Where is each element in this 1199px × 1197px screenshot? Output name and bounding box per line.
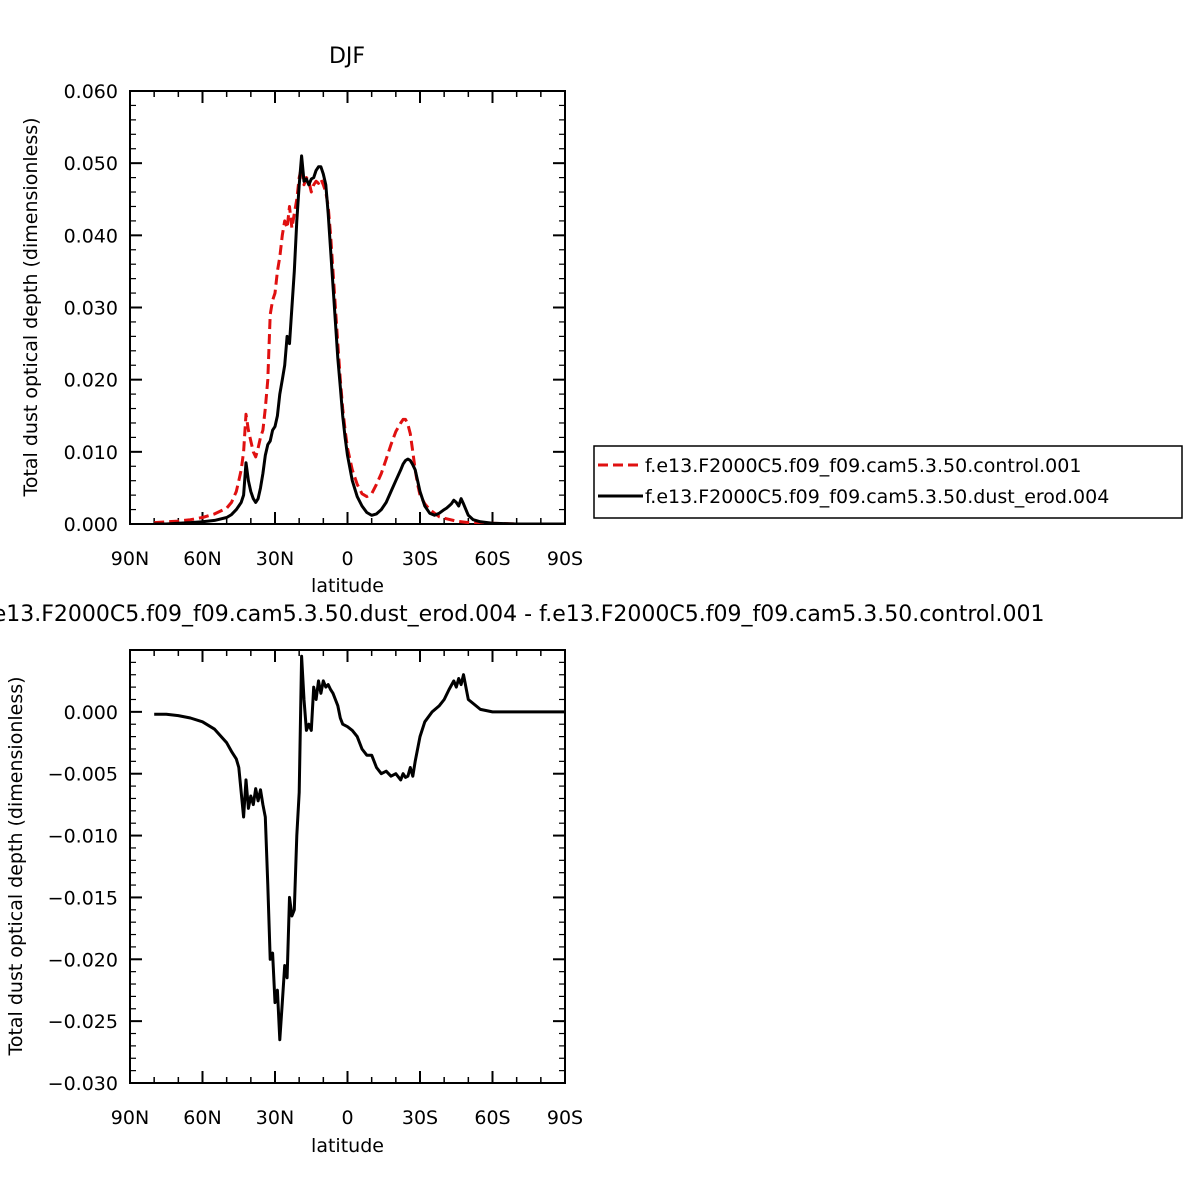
x-tick-label: 0: [341, 1107, 353, 1129]
x-tick-label: 30N: [256, 1107, 294, 1129]
y-tick-label: 0.000: [64, 702, 118, 724]
series-line-2: [154, 154, 565, 524]
y-tick-label: 0.010: [64, 442, 118, 464]
y-tick-label: −0.020: [48, 949, 118, 971]
x-axis-label: latitude: [311, 1135, 384, 1157]
x-tick-label: 60S: [474, 1107, 510, 1129]
x-tick-label: 30S: [402, 548, 438, 570]
x-tick-label: 0: [341, 548, 353, 570]
x-tick-label: 90N: [111, 1107, 149, 1129]
legend-box: [593, 445, 1183, 519]
legend: f.e13.F2000C5.f09_f09.cam5.3.50.control.…: [593, 445, 1183, 519]
series-line-1: [154, 165, 565, 524]
panel-1: 90N 60N 30N 0 30S 60S 90S 0.000 0.010 0.020 0.030 0…: [20, 44, 1183, 597]
legend-label-1: f.e13.F2000C5.f09_f09.cam5.3.50.control.…: [645, 455, 1081, 477]
y-tick-label: 0.020: [64, 370, 118, 392]
y-tick-label: 0.040: [64, 225, 118, 247]
x-tick-label: 90S: [547, 1107, 583, 1129]
x-tick-label: 60S: [474, 548, 510, 570]
x-tick-label: 30S: [402, 1107, 438, 1129]
y-tick-label: −0.005: [48, 764, 118, 786]
y-tick-label: −0.025: [48, 1011, 118, 1033]
y-tick-label: 0.060: [64, 81, 118, 103]
panel-2: 90N 60N 30N 0 30S 60S 90S 0.000 −0.005 −0.010 −0.0…: [0, 602, 1044, 1157]
x-tick-label: 60N: [183, 1107, 221, 1129]
y-axis-label: Total dust optical depth (dimensionless): [5, 676, 27, 1056]
legend-label-2: f.e13.F2000C5.f09_f09.cam5.3.50.dust_ero…: [645, 486, 1109, 508]
x-tick-label: 60N: [183, 548, 221, 570]
series-line-1: [154, 654, 565, 1042]
plot-frame: [129, 649, 566, 1084]
y-tick-label: 0.000: [64, 514, 118, 536]
chart-title: f.e13.F2000C5.f09_f09.cam5.3.50.dust_ero…: [0, 602, 1044, 627]
y-tick-label: 0.030: [64, 298, 118, 320]
y-tick-label: −0.015: [48, 887, 118, 909]
chart-title: DJF: [329, 44, 365, 69]
x-tick-label: 90N: [111, 548, 149, 570]
x-axis-label: latitude: [311, 575, 384, 597]
x-tick-label: 90S: [547, 548, 583, 570]
y-tick-label: −0.030: [48, 1073, 118, 1095]
y-tick-label: 0.050: [64, 153, 118, 175]
y-axis-label: Total dust optical depth (dimensionless): [20, 117, 42, 497]
x-tick-label: 30N: [256, 548, 294, 570]
y-tick-label: −0.010: [48, 826, 118, 848]
